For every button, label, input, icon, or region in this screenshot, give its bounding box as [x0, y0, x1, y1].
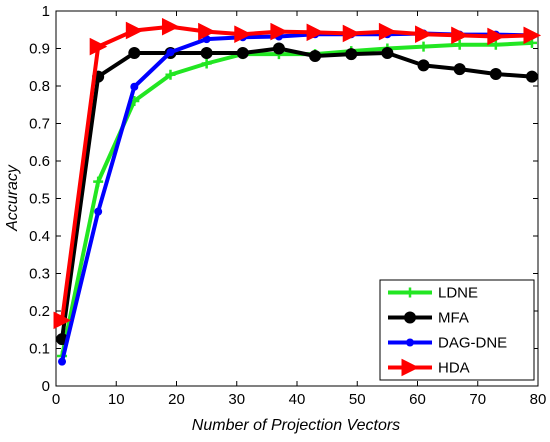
data-point-hda [451, 26, 469, 45]
data-point-hda [53, 311, 72, 330]
data-point-hda [161, 17, 180, 36]
y-axis-title: Accuracy [4, 164, 21, 232]
data-point-hda [89, 37, 108, 56]
legend-label-mfa: MFA [438, 310, 469, 327]
y-tick-label: 0.4 [29, 228, 50, 245]
data-point-ldne [454, 39, 465, 50]
x-axis-title: Number of Projection Vectors [192, 417, 400, 434]
data-point-mfa [128, 47, 141, 59]
data-point-ldne [418, 41, 429, 52]
x-tick-label: 60 [409, 391, 426, 408]
y-tick-label: 0.6 [29, 153, 50, 170]
data-point-dag-dne [94, 207, 103, 216]
legend-marker-ldne [405, 287, 415, 298]
x-tick-label: 30 [228, 391, 245, 408]
data-point-mfa [345, 48, 358, 61]
x-tick-label: 10 [108, 391, 125, 408]
data-point-ldne [165, 69, 176, 80]
data-point-ldne [201, 58, 212, 69]
y-tick-label: 0.1 [29, 341, 50, 358]
data-point-mfa [417, 59, 430, 72]
data-point-hda [125, 21, 144, 40]
y-tick-label: 0.2 [29, 303, 50, 320]
data-point-mfa [453, 63, 466, 76]
data-point-dag-dne [166, 48, 175, 57]
legend-label-dag-dne: DAG-DNE [438, 335, 507, 352]
data-point-hda [378, 22, 397, 41]
legend-marker-mfa [404, 311, 416, 324]
data-point-mfa [200, 47, 213, 59]
data-point-hda [234, 25, 252, 44]
y-tick-label: 0.7 [29, 116, 50, 133]
series-line-mfa [60, 46, 533, 340]
data-point-mfa [272, 42, 285, 55]
y-tick-label: 1 [42, 3, 50, 20]
data-point-mfa [381, 47, 394, 59]
data-point-ldne [490, 39, 501, 50]
x-tick-label: 50 [349, 391, 366, 408]
y-tick-label: 0.5 [29, 191, 50, 208]
y-tick-label: 0 [42, 378, 50, 395]
data-point-mfa [236, 47, 249, 59]
legend-label-hda: HDA [438, 360, 470, 377]
x-tick-label: 0 [52, 391, 60, 408]
data-point-hda [523, 26, 542, 45]
data-point-hda [198, 22, 216, 41]
legend-marker-dag-dne [406, 338, 414, 347]
legend-label-ldne: LDNE [438, 285, 478, 302]
data-point-ldne [93, 176, 104, 187]
y-tick-label: 0.8 [29, 78, 50, 95]
y-tick-label: 0.3 [29, 266, 50, 283]
data-point-hda [342, 24, 361, 43]
y-tick-label: 0.9 [29, 41, 50, 58]
data-point-mfa [525, 70, 538, 83]
data-point-mfa [309, 50, 322, 62]
legend-marker-hda [401, 358, 420, 377]
data-point-hda [270, 22, 289, 41]
data-point-hda [415, 25, 433, 44]
x-tick-label: 40 [289, 391, 306, 408]
x-tick-label: 20 [168, 391, 185, 408]
data-point-dag-dne [130, 82, 139, 91]
data-point-hda [487, 27, 505, 46]
data-point-hda [306, 23, 325, 42]
x-tick-label: 80 [530, 391, 547, 408]
data-point-mfa [489, 68, 502, 80]
x-tick-label: 70 [469, 391, 486, 408]
data-point-dag-dne [58, 357, 67, 366]
